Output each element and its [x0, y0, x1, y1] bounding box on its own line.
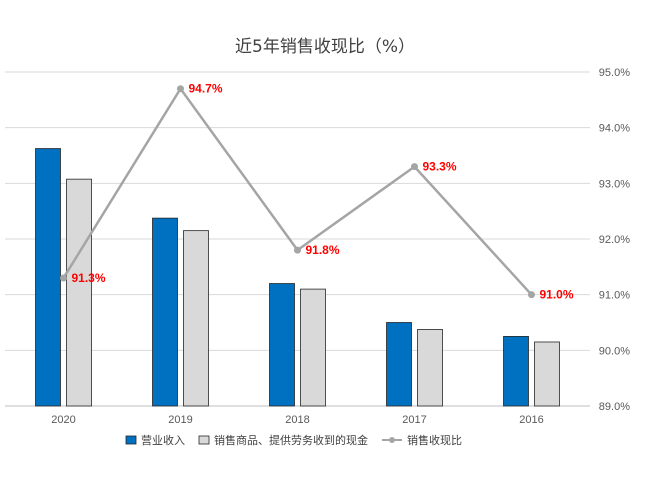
bar	[534, 341, 560, 407]
legend-swatch	[198, 435, 210, 445]
y-tick-label: 91.0%	[599, 290, 630, 302]
bar	[66, 178, 92, 407]
legend-label: 销售收现比	[407, 433, 462, 447]
y-tick-label: 89.0%	[599, 401, 630, 413]
series-line	[62, 86, 533, 296]
bar	[417, 329, 443, 407]
bar	[386, 322, 412, 407]
legend-label: 营业收入	[141, 433, 185, 447]
y-tick-label: 90.0%	[599, 345, 630, 357]
data-label: 91.3%	[72, 271, 106, 285]
y-tick-label: 92.0%	[599, 234, 630, 246]
x-tick-label: 2018	[285, 414, 309, 426]
data-label: 93.3%	[423, 160, 457, 174]
line-point	[528, 291, 535, 299]
bar	[35, 148, 61, 407]
x-tick-label: 2019	[168, 414, 192, 426]
x-tick-label: 2017	[402, 414, 426, 426]
x-tick-label: 2020	[51, 414, 75, 426]
chart-title: 近5年销售收现比（%）	[235, 37, 415, 57]
legend-marker	[389, 437, 395, 443]
data-label: 94.7%	[189, 82, 223, 96]
bar	[269, 283, 295, 407]
line-point	[177, 85, 184, 93]
y-tick-label: 93.0%	[599, 178, 630, 190]
bar	[300, 288, 326, 407]
line-point	[294, 246, 301, 254]
legend-swatch	[125, 435, 137, 445]
y-tick-label: 95.0%	[599, 67, 630, 79]
bar	[152, 217, 178, 407]
data-label: 91.0%	[540, 288, 574, 302]
data-label: 91.8%	[306, 243, 340, 257]
y-tick-label: 94.0%	[599, 123, 630, 135]
line-point	[411, 163, 418, 171]
bar	[183, 230, 209, 407]
legend-label: 销售商品、提供劳务收到的现金	[214, 433, 368, 447]
bar	[503, 336, 529, 407]
line-point	[60, 274, 67, 282]
x-tick-label: 2016	[519, 414, 543, 426]
